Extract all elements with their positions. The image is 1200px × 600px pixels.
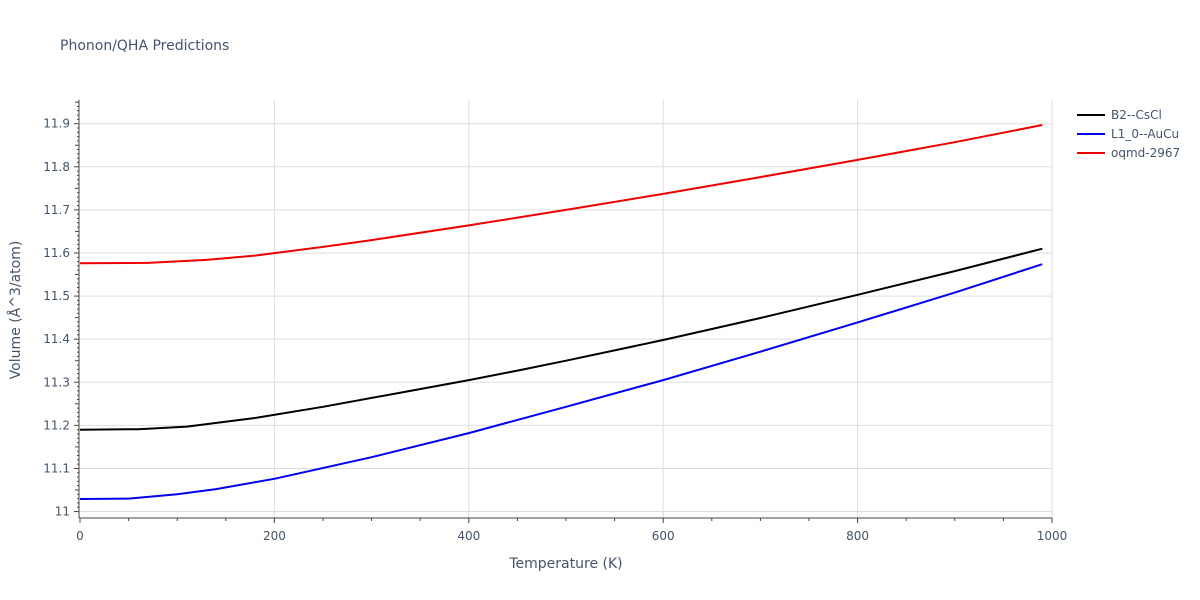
y-tick-label: 11.9 <box>43 117 70 131</box>
x-tick-label: 800 <box>846 529 869 543</box>
legend-item[interactable]: B2--CsCl <box>1077 108 1162 122</box>
x-tick-label: 0 <box>76 529 84 543</box>
series-line-2 <box>79 263 1043 500</box>
legend[interactable]: B2--CsCl L1_0--AuCu oqmd-2967 <box>1077 108 1180 160</box>
y-tick-label: 11.2 <box>43 418 70 432</box>
y-tick-label: 11.5 <box>43 289 70 303</box>
x-tick-label: 400 <box>457 529 480 543</box>
y-tick-label: 11 <box>55 505 70 519</box>
legend-item[interactable]: L1_0--AuCu <box>1077 127 1179 141</box>
legend-item[interactable]: oqmd-2967 <box>1077 146 1180 160</box>
grid <box>80 100 1053 518</box>
x-tick-label: 1000 <box>1037 529 1068 543</box>
legend-label: L1_0--AuCu <box>1111 127 1179 141</box>
x-tick-label: 200 <box>263 529 286 543</box>
axes: 0 200 400 600 800 1000 11 11.1 11.2 11.3 11.4 11.5 1… <box>43 100 1067 543</box>
x-tick-label: 600 <box>652 529 675 543</box>
y-tick-label: 11.1 <box>43 461 70 475</box>
series-line-1 <box>79 247 1043 431</box>
chart-title: Phonon/QHA Predictions <box>60 38 229 54</box>
y-tick-label: 11.4 <box>43 332 70 346</box>
y-tick-label: 11.8 <box>43 160 70 174</box>
legend-label: B2--CsCl <box>1111 108 1162 122</box>
series-line-3 <box>79 124 1043 265</box>
y-tick-label: 11.6 <box>43 246 70 260</box>
series-layer <box>79 124 1043 500</box>
y-tick-label: 11.7 <box>43 203 70 217</box>
y-tick-label: 11.3 <box>43 375 70 389</box>
legend-label: oqmd-2967 <box>1111 146 1180 160</box>
x-axis-title: Temperature (K) <box>508 556 622 572</box>
y-axis-title: Volume (Å^3/atom) <box>7 241 24 380</box>
